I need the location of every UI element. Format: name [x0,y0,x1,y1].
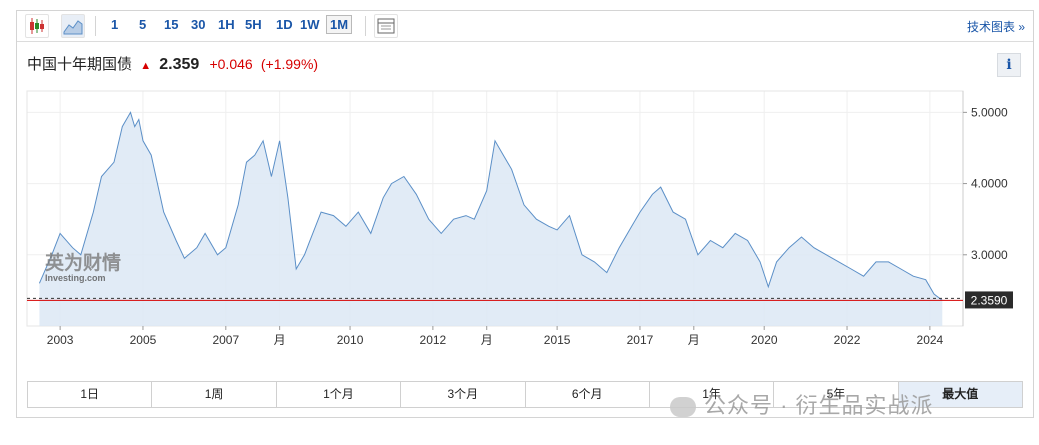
x-tick-label: 月 [481,333,493,347]
interval-5[interactable]: 5 [139,17,147,32]
info-button[interactable]: i [997,53,1021,77]
price-change-percent: (+1.99%) [260,56,319,72]
tech-chart-link[interactable]: 技术图表 » [966,20,1025,34]
y-tick-label: 3.0000 [971,248,1008,262]
range-3m[interactable]: 3个月 [401,382,526,407]
table-view-icon[interactable] [374,14,398,38]
x-tick-label: 2010 [337,333,364,347]
interval-1[interactable]: 1 [111,17,119,32]
x-tick-label: 2005 [130,333,157,347]
interval-1w[interactable]: 1W [300,17,320,32]
x-tick-label: 2012 [420,333,447,347]
price-chart: 5.0000 4.0000 3.0000 2003 2005 2007 月 2010 2012… [26,90,1013,347]
range-selector: 1日 1周 1个月 3个月 6个月 1年 5年 最大值 [27,381,1023,408]
wechat-watermark: 公众号 · 衍生品实战派 [670,388,934,420]
last-price: 2.359 [159,56,200,73]
x-tick-label: 2024 [917,333,944,347]
toolbar-divider [365,16,366,36]
interval-1h[interactable]: 1H [218,17,235,32]
range-1w[interactable]: 1周 [152,382,277,407]
y-tick-label: 4.0000 [971,177,1008,191]
range-6m[interactable]: 6个月 [526,382,650,407]
chart-widget: 1 5 15 30 1H 5H 1D 1W 1M 技术图表 » 中国十年期国债 … [16,10,1034,418]
x-tick-label: 2007 [212,333,239,347]
watermark-logo-sub: Investing.com [45,273,106,283]
current-price-label: 2.3590 [971,293,1008,307]
investing-logo-watermark: 英为财情 Investing.com [45,251,121,283]
range-1m[interactable]: 1个月 [277,382,402,407]
wechat-watermark-text: 公众号 · 衍生品实战派 [704,393,934,418]
instrument-name: 中国十年期国债 [27,56,133,73]
x-tick-label: 2003 [47,333,74,347]
area-fill [39,112,943,327]
series-line [38,111,943,301]
x-tick-label: 2020 [751,333,778,347]
interval-15[interactable]: 15 [164,17,179,32]
range-1d[interactable]: 1日 [28,382,153,407]
interval-5h[interactable]: 5H [245,17,262,32]
x-tick-label: 2022 [834,333,861,347]
up-arrow-icon: ▲ [140,60,152,72]
price-change: +0.046 [209,56,253,72]
watermark-logo-text: 英为财情 [45,251,121,274]
x-tick-label: 2017 [627,333,654,347]
interval-1d[interactable]: 1D [276,17,293,32]
x-tick-label: 2015 [544,333,571,347]
toolbar-divider [95,16,96,36]
interval-1m[interactable]: 1M [326,15,353,34]
chart-toolbar: 1 5 15 30 1H 5H 1D 1W 1M 技术图表 » [17,11,1033,42]
x-tick-label: 月 [274,333,286,347]
quote-header: 中国十年期国债 ▲ 2.359 +0.046 (+1.99%) [27,53,318,74]
y-tick-label: 5.0000 [971,105,1008,119]
wechat-icon [670,397,696,418]
range-1y[interactable]: 1年 [650,382,775,407]
range-5y[interactable]: 5年 [774,382,899,407]
interval-30[interactable]: 30 [191,17,206,32]
candlestick-icon[interactable] [25,14,49,38]
x-tick-label: 月 [688,333,700,347]
area-chart-icon[interactable] [61,14,85,38]
range-max[interactable]: 最大值 [898,382,1022,407]
current-price-tag [965,291,1013,309]
